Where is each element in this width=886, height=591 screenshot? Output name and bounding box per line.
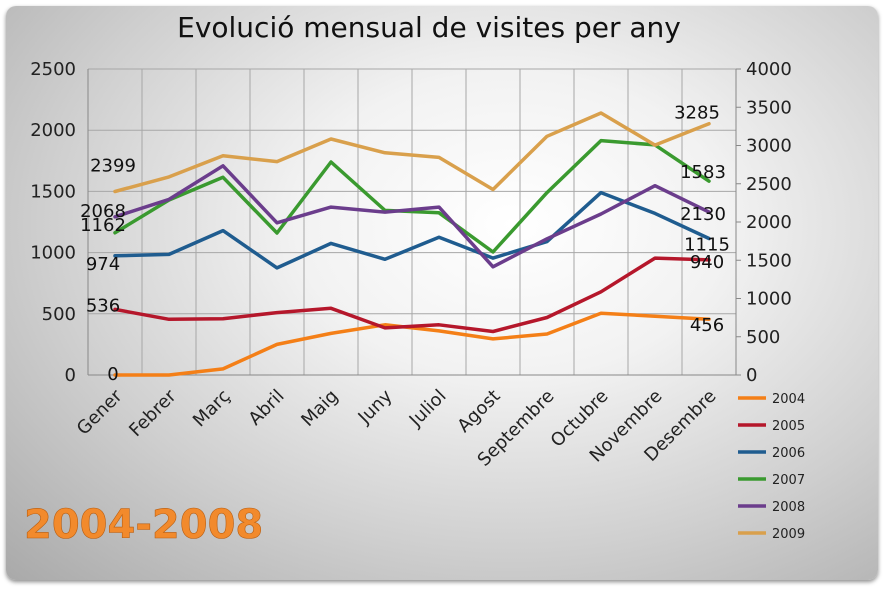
legend-entry-2004: 2004 xyxy=(772,392,805,407)
x-tick-label: Maig xyxy=(297,386,342,431)
data-label-2006-11: 1115 xyxy=(684,235,730,256)
legend-entry-2008: 2008 xyxy=(772,500,805,515)
series-line-2008 xyxy=(113,164,711,269)
y2-tick-label: 4000 xyxy=(746,59,792,80)
x-tick-label: Juny xyxy=(354,385,397,428)
data-label-2005-0: 536 xyxy=(86,295,120,316)
series-line-2006 xyxy=(113,190,711,270)
data-label-2007-11: 1583 xyxy=(680,162,726,183)
data-label-2005-11: 940 xyxy=(690,252,724,273)
data-label-2004-0: 0 xyxy=(107,364,118,385)
series-lines xyxy=(113,111,711,377)
series-line-2009 xyxy=(113,111,711,194)
data-label-2008-0: 2068 xyxy=(80,201,126,222)
series-line-2007 xyxy=(113,138,711,254)
year-range-label: 2004-2008 xyxy=(24,502,263,548)
y2-tick-label: 1500 xyxy=(746,250,792,271)
y2-tick-label: 2500 xyxy=(746,174,792,195)
legend-entry-2007: 2007 xyxy=(772,473,805,488)
x-tick-label: Juliol xyxy=(405,386,451,432)
data-label-2009-11: 3285 xyxy=(674,103,720,124)
legend: 2004 2005 2006 2007 2008 2009 xyxy=(738,392,805,542)
legend-entry-2006: 2006 xyxy=(772,446,805,461)
y2-tick-label: 0 xyxy=(746,365,757,386)
data-label-2008-11: 2130 xyxy=(680,204,726,225)
y2-tick-label: 3000 xyxy=(746,136,792,157)
y2-tick-label: 3500 xyxy=(746,97,792,118)
legend-entry-2005: 2005 xyxy=(772,419,805,434)
y-tick-label: 1500 xyxy=(30,181,76,202)
y2-tick-label: 1000 xyxy=(746,289,792,310)
chart-frame: Evolució mensual de visites per any 0 500… xyxy=(6,6,878,580)
legend-entry-2009: 2009 xyxy=(772,527,805,542)
x-tick-label: Març xyxy=(189,386,235,432)
x-tick-label: Gener xyxy=(73,385,127,439)
gridlines xyxy=(87,68,737,376)
x-tick-label: Febrer xyxy=(125,385,181,441)
data-label-2009-0: 2399 xyxy=(90,155,136,176)
y2-tick-label: 2000 xyxy=(746,212,792,233)
y2-tick-label: 500 xyxy=(746,327,780,348)
series-line-2005 xyxy=(113,256,711,334)
y-tick-label: 2500 xyxy=(30,59,76,80)
y-tick-label: 0 xyxy=(65,365,76,386)
x-tick-label: Abril xyxy=(245,386,289,430)
data-label-2007-0: 1162 xyxy=(80,215,126,236)
y-tick-label: 1000 xyxy=(30,243,76,264)
data-labels: 0 456 536 940 974 1115 1162 1583 2068 2130 2399 328… xyxy=(80,103,730,385)
x-tick-label: Agost xyxy=(453,386,504,437)
line-chart: Evolució mensual de visites per any 0 500… xyxy=(24,11,805,548)
data-label-2004-11: 456 xyxy=(690,315,724,336)
y-tick-label: 2000 xyxy=(30,120,76,141)
y-tick-label: 500 xyxy=(42,304,76,325)
chart-title: Evolució mensual de visites per any xyxy=(177,11,681,44)
data-label-2006-0: 974 xyxy=(86,254,120,275)
